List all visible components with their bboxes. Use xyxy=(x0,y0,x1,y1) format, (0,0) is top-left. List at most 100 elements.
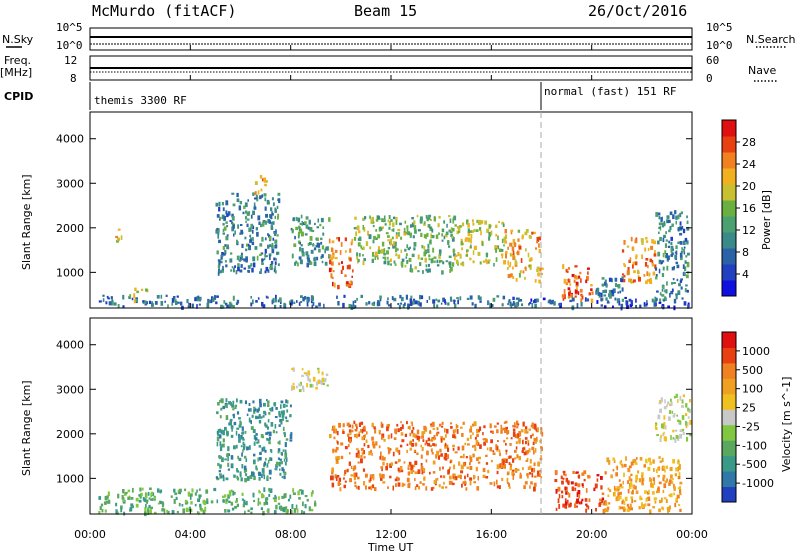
heatmap-cell xyxy=(501,253,504,259)
heatmap-cell xyxy=(353,467,357,470)
heatmap-cell xyxy=(601,497,605,501)
heatmap-cell xyxy=(403,483,406,486)
heatmap-cell xyxy=(504,234,508,240)
heatmap-cell xyxy=(344,274,347,277)
heatmap-cell xyxy=(205,489,209,494)
heatmap-cell xyxy=(238,438,241,443)
heatmap-cell xyxy=(332,425,336,430)
heatmap-cell xyxy=(430,423,433,426)
heatmap-cell xyxy=(479,261,482,265)
heatmap-cell xyxy=(522,270,525,274)
heatmap-cell xyxy=(443,235,446,240)
heatmap-cell xyxy=(607,487,610,491)
heatmap-cell xyxy=(257,439,260,444)
heatmap-cell xyxy=(337,441,339,445)
heatmap-cell xyxy=(220,407,223,411)
heatmap-cell xyxy=(309,236,313,241)
heatmap-cell xyxy=(354,300,357,303)
colorbar-frame xyxy=(721,331,737,503)
heatmap-cell xyxy=(497,235,499,241)
heatmap-cell xyxy=(379,227,383,231)
heatmap-cell xyxy=(241,464,244,469)
heatmap-cell xyxy=(577,483,581,488)
heatmap-cell xyxy=(585,508,588,513)
heatmap-cell xyxy=(206,498,209,504)
heatmap-cell xyxy=(630,507,633,511)
heatmap-cell xyxy=(608,296,612,299)
heatmap-cell xyxy=(620,460,623,463)
heatmap-cell xyxy=(378,226,381,231)
heatmap-cell xyxy=(270,407,272,412)
heatmap-cell xyxy=(442,261,445,265)
heatmap-cell xyxy=(343,294,346,298)
heatmap-cell xyxy=(351,238,354,244)
heatmap-cell xyxy=(413,464,416,468)
heatmap-cell xyxy=(233,421,237,426)
heatmap-cell xyxy=(363,246,365,250)
heatmap-cell xyxy=(356,252,358,257)
heatmap-cell xyxy=(270,214,273,220)
heatmap-cell xyxy=(472,260,475,264)
heatmap-cell xyxy=(353,472,356,478)
heatmap-cell xyxy=(643,464,646,468)
heatmap-cell xyxy=(578,501,581,505)
heatmap-cell xyxy=(649,258,652,263)
heatmap-cell xyxy=(409,441,412,445)
heatmap-cell xyxy=(107,491,110,497)
heatmap-cell xyxy=(444,442,447,447)
heatmap-cell xyxy=(243,455,247,459)
heatmap-cell xyxy=(186,299,189,304)
heatmap-cell xyxy=(427,437,430,441)
heatmap-cell xyxy=(436,427,439,431)
heatmap-cell xyxy=(264,270,267,274)
heatmap-cell xyxy=(665,219,669,224)
heatmap-cell xyxy=(283,475,286,480)
heatmap-cell xyxy=(466,249,469,252)
heatmap-cell xyxy=(284,452,288,458)
heatmap-cell xyxy=(403,230,406,233)
heatmap-cell xyxy=(233,267,235,273)
heatmap-cell xyxy=(527,442,530,446)
heatmap-cell xyxy=(235,270,238,275)
heatmap-cell xyxy=(173,488,176,493)
heatmap-cell xyxy=(427,243,430,249)
heatmap-cell xyxy=(449,218,452,224)
heatmap-cell xyxy=(232,305,235,309)
nsearch-tick-top: 10^5 xyxy=(706,21,733,34)
heatmap-cell xyxy=(457,226,460,229)
heatmap-cell xyxy=(257,297,260,300)
heatmap-cell xyxy=(216,477,220,481)
heatmap-cell xyxy=(686,436,689,442)
heatmap-cell xyxy=(413,225,417,230)
heatmap-cell xyxy=(512,296,515,301)
heatmap-cell xyxy=(261,301,264,307)
heatmap-cell xyxy=(659,499,662,504)
heatmap-cell xyxy=(217,402,220,406)
heatmap-cell xyxy=(219,441,222,447)
heatmap-cell xyxy=(478,426,482,431)
heatmap-cell xyxy=(466,437,470,441)
heatmap-cell xyxy=(363,425,366,430)
heatmap-cell xyxy=(535,428,538,432)
heatmap-cell xyxy=(269,436,271,440)
heatmap-cell xyxy=(681,297,684,300)
heatmap-cell xyxy=(667,401,670,405)
heatmap-cell xyxy=(253,441,256,446)
heatmap-cell xyxy=(334,257,338,260)
heatmap-cell xyxy=(644,262,648,267)
heatmap-cell xyxy=(526,457,529,461)
heatmap-cell xyxy=(239,421,242,425)
heatmap-cell xyxy=(222,438,225,443)
heatmap-cell xyxy=(509,463,513,468)
heatmap-cell xyxy=(469,477,473,481)
heatmap-cell xyxy=(246,243,248,247)
heatmap-cell xyxy=(277,450,280,454)
heatmap-cell xyxy=(532,441,535,446)
heatmap-cell xyxy=(334,428,337,434)
heatmap-cell xyxy=(658,226,661,229)
heatmap-cell xyxy=(250,263,253,267)
heatmap-cell xyxy=(478,219,481,225)
heatmap-cell xyxy=(150,491,153,496)
heatmap-cell xyxy=(585,279,588,284)
heatmap-cell xyxy=(675,245,678,250)
